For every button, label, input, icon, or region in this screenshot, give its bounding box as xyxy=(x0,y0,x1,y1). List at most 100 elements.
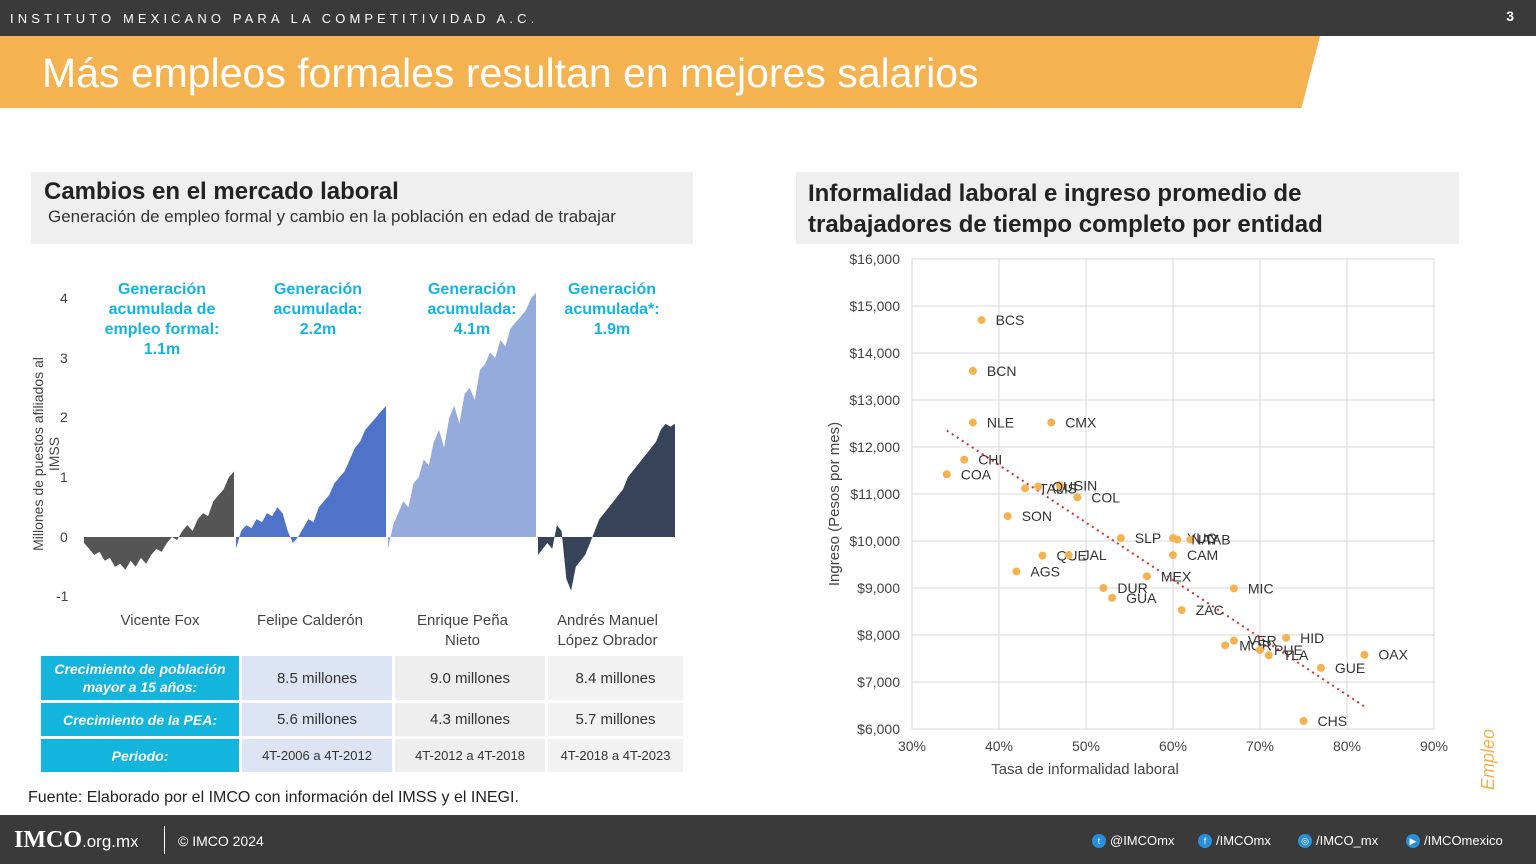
scatter-plot: 30% 40% 50% 60% 70% 80% 90% $16,000 $15,000 $14,0… xyxy=(826,251,1448,778)
data-point-tla xyxy=(1264,651,1273,660)
data-label-tab: TAB xyxy=(1204,532,1230,548)
table-cell: 5.7 millones xyxy=(548,703,683,736)
org-name: INSTITUTO MEXICANO PARA LA COMPETITIVIDA… xyxy=(10,11,539,26)
data-point-hid xyxy=(1282,633,1291,642)
y-tick-label: $16,000 xyxy=(849,251,900,267)
data-point-pue xyxy=(1256,646,1264,655)
row-header: Crecimiento de población mayor a 15 años… xyxy=(41,656,239,700)
data-label-que: QUE xyxy=(1057,548,1087,564)
data-point-dur xyxy=(1099,584,1108,592)
y-tick-label: $12,000 xyxy=(849,439,900,455)
data-label-zac: ZAC xyxy=(1196,602,1224,618)
table-cell: 4T-2006 a 4T-2012 xyxy=(242,739,392,772)
data-label-qui: QUI xyxy=(1052,478,1077,494)
data-label-nay: NAY xyxy=(1191,532,1219,548)
row-header: Crecimiento de la PEA: xyxy=(41,703,239,736)
data-point-gue xyxy=(1316,663,1325,672)
data-point-son xyxy=(1003,512,1012,521)
data-label-cmx: CMX xyxy=(1065,415,1097,431)
x-tick-label: 40% xyxy=(985,738,1013,754)
data-label-mic: MIC xyxy=(1248,580,1274,596)
x-tick-label: 50% xyxy=(1072,738,1100,754)
social-facebook[interactable]: f/IMCOmx xyxy=(1198,833,1271,848)
social-twitter[interactable]: t @IMCOmx xyxy=(1092,833,1174,848)
y-tick-label: $6,000 xyxy=(857,721,900,737)
generation-label-calderon: Generación acumulada: 2.2m xyxy=(273,281,363,338)
title-banner xyxy=(0,36,1320,108)
data-point-bcs xyxy=(977,316,986,325)
generation-label-amlo: Generación acumulada*: 1.9m xyxy=(564,281,660,338)
table-cell: 9.0 millones xyxy=(395,656,545,700)
plot-area xyxy=(911,258,1435,730)
data-label-col: COL xyxy=(1091,489,1120,505)
data-label-ver: VER xyxy=(1248,633,1277,649)
social-youtube[interactable]: ▶/IMCOmexico xyxy=(1406,833,1503,848)
social-instagram[interactable]: ◎/IMCO_mx xyxy=(1298,833,1378,848)
data-point-nay xyxy=(1173,535,1182,544)
x-tick-label: 70% xyxy=(1246,738,1274,754)
data-label-pue: PUE xyxy=(1274,642,1303,658)
page-number: 3 xyxy=(1506,8,1514,24)
president-label-amlo: Andrés Manuel López Obrador xyxy=(557,612,658,649)
y-tick-label: $7,000 xyxy=(857,674,900,690)
y-axis-label: Ingreso (Pesos por mes) xyxy=(826,422,843,586)
y-tick-label: $15,000 xyxy=(849,298,900,314)
generation-label-pena: Generación acumulada: 4.1m xyxy=(427,281,517,338)
left-y-tick: 2 xyxy=(60,409,68,425)
data-label-tla: TLA xyxy=(1283,647,1309,663)
page-title: Más empleos formales resultan en mejores… xyxy=(42,50,979,96)
area-series-3 xyxy=(388,292,536,549)
youtube-icon: ▶ xyxy=(1406,833,1420,848)
data-point-ags xyxy=(1012,567,1021,576)
data-point-qui xyxy=(1034,482,1043,491)
table-cell: 4T-2012 a 4T-2018 xyxy=(395,739,545,772)
data-label-bcs: BCS xyxy=(996,312,1025,328)
data-label-tams: TAMS xyxy=(1039,480,1077,496)
area-series-2 xyxy=(236,405,386,549)
data-point-ver xyxy=(1229,636,1238,645)
top-bar: INSTITUTO MEXICANO PARA LA COMPETITIVIDA… xyxy=(0,0,1536,36)
data-point-chi xyxy=(960,455,969,464)
data-point-sin xyxy=(1055,481,1064,490)
data-point-mic xyxy=(1229,584,1238,593)
y-tick-label: $11,000 xyxy=(850,486,900,502)
data-label-jal: JAL xyxy=(1083,547,1107,563)
facebook-icon: f xyxy=(1198,833,1212,848)
x-tick-label: 30% xyxy=(898,738,926,754)
president-label-pena: Enrique Peña Nieto xyxy=(417,612,508,649)
section-label: Empleo xyxy=(1478,728,1498,790)
table-row: Crecimiento de población mayor a 15 años… xyxy=(41,656,683,700)
x-tick-label: 60% xyxy=(1159,738,1187,754)
left-y-tick: 1 xyxy=(60,469,68,485)
data-point-gua xyxy=(1108,593,1117,602)
footer-divider xyxy=(164,826,165,854)
data-label-son: SON xyxy=(1022,508,1052,524)
generation-label-fox: Generación acumulada de empleo formal: 1… xyxy=(104,281,220,358)
data-point-cam xyxy=(1169,551,1177,560)
data-point-col xyxy=(1073,493,1082,502)
data-point-coa xyxy=(942,470,951,479)
footer-bar: IMCO.org.mx © IMCO 2024 t @IMCOmx f/IMCOm… xyxy=(0,815,1536,864)
data-point-tab xyxy=(1186,535,1195,544)
data-label-chs: CHS xyxy=(1318,713,1348,729)
data-label-gua: GUA xyxy=(1126,590,1157,606)
x-axis-label: Tasa de informalidad laboral xyxy=(991,761,1179,778)
imco-logo: IMCO.org.mx xyxy=(14,827,139,853)
source-note: Fuente: Elaborado por el IMCO con inform… xyxy=(28,789,519,806)
left-chart-title: Cambios en el mercado laboral xyxy=(44,178,399,205)
data-label-dur: DUR xyxy=(1117,580,1147,596)
left-panel-header xyxy=(31,172,693,244)
data-label-mor: MOR xyxy=(1239,637,1272,653)
data-label-nle: NLE xyxy=(987,415,1014,431)
data-label-gue: GUE xyxy=(1335,660,1365,676)
data-label-chi: CHI xyxy=(978,452,1002,468)
table-cell: 4T-2018 a 4T-2023 xyxy=(548,739,683,772)
y-tick-label: $13,000 xyxy=(849,392,900,408)
data-label-hid: HID xyxy=(1300,630,1324,646)
row-header: Periodo: xyxy=(41,739,239,772)
y-tick-label: $14,000 xyxy=(849,345,900,361)
left-y-tick: 4 xyxy=(60,290,68,306)
data-label-sin: SIN xyxy=(1074,478,1097,494)
copyright: © IMCO 2024 xyxy=(178,833,264,849)
table-cell: 5.6 millones xyxy=(242,703,392,736)
